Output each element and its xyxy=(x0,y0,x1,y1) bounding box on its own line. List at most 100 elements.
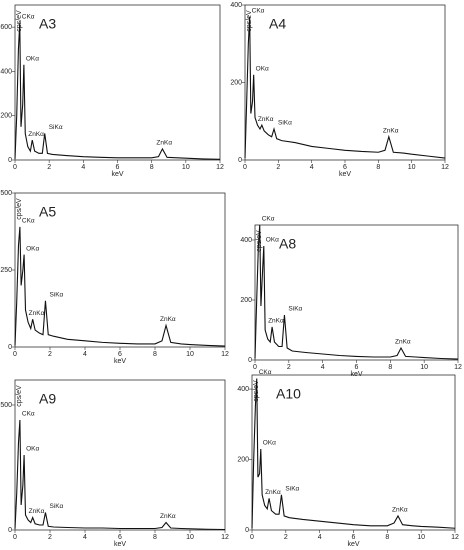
spectrum xyxy=(254,224,459,360)
x-tick-label: 8 xyxy=(153,534,157,541)
y-tick-label: 200 xyxy=(0,113,12,120)
x-tick-label: 2 xyxy=(48,534,52,541)
peak-label: ZnKα xyxy=(28,131,44,138)
peak-label: ZnKα xyxy=(392,507,408,514)
peak-label: OKα xyxy=(256,65,269,72)
peak-label: OKα xyxy=(26,56,39,63)
peak-label: ZnKα xyxy=(265,489,281,496)
x-tick-label: 0 xyxy=(250,534,254,541)
x-tick-label: 2 xyxy=(287,364,291,371)
peak-label: OKα xyxy=(263,440,276,447)
peak-label: CKα xyxy=(259,369,272,376)
x-tick-label: 8 xyxy=(150,164,154,171)
y-tick-label: 0 xyxy=(8,344,12,351)
peak-label: ZnKα xyxy=(29,508,45,515)
x-axis-label: keV xyxy=(339,171,351,178)
x-tick-label: 10 xyxy=(408,164,416,171)
x-tick-label: 12 xyxy=(221,351,229,358)
peak-label: ZnKα xyxy=(258,116,274,123)
x-tick-label: 8 xyxy=(376,164,380,171)
x-tick-label: 4 xyxy=(83,351,87,358)
x-tick-label: 12 xyxy=(454,364,462,371)
x-tick-label: 6 xyxy=(118,534,122,541)
x-tick-label: 0 xyxy=(13,164,17,171)
y-tick-label: 0 xyxy=(238,157,242,164)
x-tick-label: 8 xyxy=(388,364,392,371)
peak-label: SiKα xyxy=(49,124,63,131)
y-tick-label: 250 xyxy=(0,267,12,274)
y-tick-label: 400 xyxy=(230,2,242,9)
y-tick-label: 0 xyxy=(8,157,12,164)
panel-title: A8 xyxy=(279,236,296,252)
panel-title: A5 xyxy=(39,204,56,220)
peak-label: SiKα xyxy=(285,485,299,492)
peak-label: ZnKα xyxy=(383,127,399,134)
x-tick-label: 2 xyxy=(276,164,280,171)
x-axis-label: keV xyxy=(111,171,123,178)
x-tick-label: 12 xyxy=(216,164,224,171)
peak-label: SiKα xyxy=(278,120,292,127)
x-tick-label: 10 xyxy=(420,364,428,371)
x-tick-label: 10 xyxy=(186,351,194,358)
peak-label: ZnKα xyxy=(156,140,172,147)
y-tick-label: 0 xyxy=(245,527,249,534)
x-tick-label: 10 xyxy=(186,534,194,541)
x-tick-label: 2 xyxy=(48,351,52,358)
peak-label: SiKα xyxy=(288,306,302,313)
x-tick-label: 6 xyxy=(343,164,347,171)
spectrum xyxy=(244,16,446,159)
spectrum xyxy=(14,22,221,160)
peak-label: SiKα xyxy=(49,292,63,299)
x-tick-label: 6 xyxy=(118,351,122,358)
peak-label: OKα xyxy=(26,446,39,453)
peak-label: ZnKα xyxy=(29,310,45,317)
x-tick-label: 0 xyxy=(13,351,17,358)
y-axis-label: cps/eV xyxy=(16,385,23,407)
y-tick-label: 0 xyxy=(248,357,252,364)
x-axis-label: keV xyxy=(114,358,126,365)
y-tick-label: 500 xyxy=(0,190,12,197)
y-tick-label: 500 xyxy=(0,402,12,409)
x-tick-label: 8 xyxy=(385,534,389,541)
x-tick-label: 0 xyxy=(243,164,247,171)
y-tick-label: 200 xyxy=(240,297,252,304)
peak-label: CKα xyxy=(22,218,35,225)
peak-label: ZnKα xyxy=(268,318,284,325)
x-tick-label: 10 xyxy=(182,164,190,171)
x-tick-label: 8 xyxy=(153,351,157,358)
spectrum xyxy=(251,378,456,529)
peak-label: OKα xyxy=(26,245,39,252)
panel-title: A9 xyxy=(39,391,56,407)
x-tick-label: 4 xyxy=(321,364,325,371)
y-axis-label: cps/eV xyxy=(256,230,263,252)
spectrum xyxy=(14,226,226,347)
x-tick-label: 4 xyxy=(81,164,85,171)
peak-label: CKα xyxy=(22,13,35,20)
panel-title: A10 xyxy=(276,386,301,402)
peak-label: CKα xyxy=(22,411,35,418)
y-tick-label: 400 xyxy=(237,386,249,393)
peak-label: CKα xyxy=(262,216,275,223)
x-tick-label: 6 xyxy=(116,164,120,171)
peak-label: ZnKα xyxy=(160,513,176,520)
x-tick-label: 4 xyxy=(83,534,87,541)
x-tick-label: 6 xyxy=(355,364,359,371)
peak-label: OKα xyxy=(266,237,279,244)
x-axis-label: keV xyxy=(350,371,362,378)
panel-title: A3 xyxy=(39,16,56,32)
peak-label: ZnKα xyxy=(160,316,176,323)
x-tick-label: 0 xyxy=(253,364,257,371)
y-tick-label: 400 xyxy=(240,237,252,244)
peak-label: ZnKα xyxy=(395,339,411,346)
y-tick-label: 0 xyxy=(8,527,12,534)
y-axis-label: cps/eV xyxy=(16,198,23,220)
x-tick-label: 12 xyxy=(441,164,449,171)
x-tick-label: 10 xyxy=(417,534,425,541)
x-tick-label: 2 xyxy=(47,164,51,171)
y-axis-label: cps/eV xyxy=(16,10,23,32)
x-tick-label: 12 xyxy=(451,534,459,541)
x-tick-label: 4 xyxy=(318,534,322,541)
y-tick-label: 600 xyxy=(0,24,12,31)
x-tick-label: 2 xyxy=(284,534,288,541)
